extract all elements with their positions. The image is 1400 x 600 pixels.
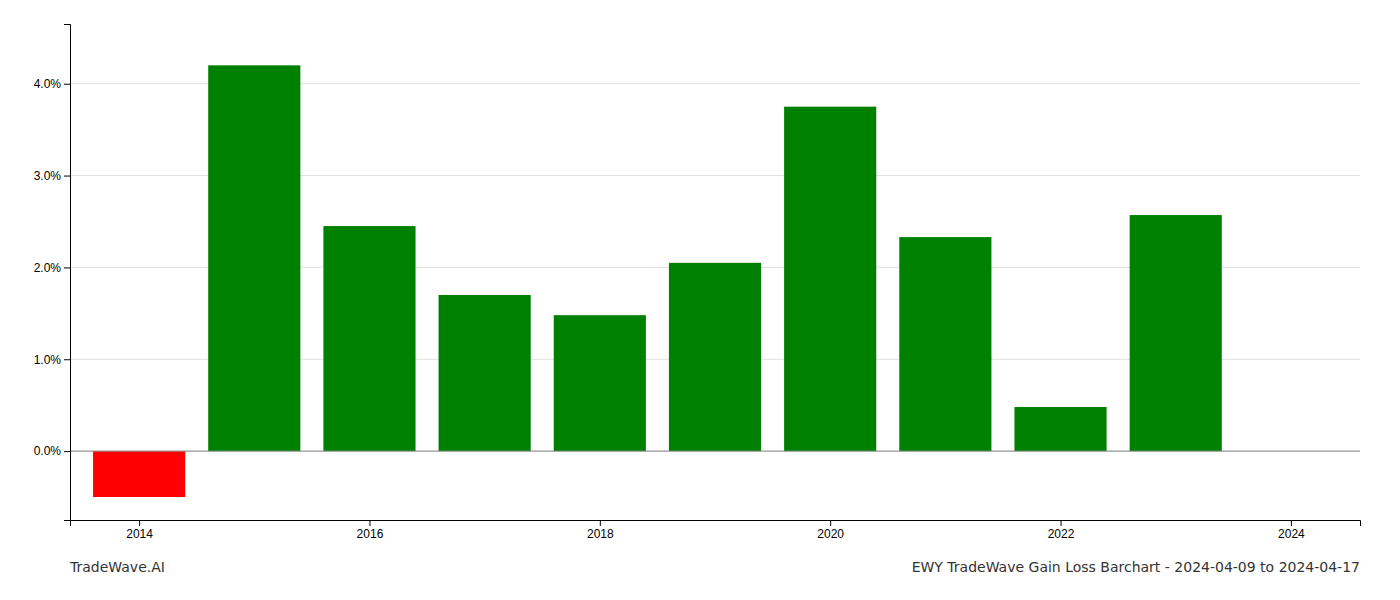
x-tick-label: 2018 <box>587 527 614 541</box>
axis-line <box>71 521 1361 527</box>
x-tick: 2022 <box>1048 520 1075 541</box>
y-tick-mark <box>64 359 70 360</box>
y-tick-mark <box>64 176 70 177</box>
bar <box>899 237 991 451</box>
y-tick: 4.0% <box>34 77 70 91</box>
x-tick-mark <box>1291 520 1292 526</box>
y-axis: 0.0% 1.0% 2.0% 3.0% 4.0% <box>34 25 71 521</box>
watermark: TradeWave.AI <box>69 559 165 575</box>
chart: 2014 2016 2018 2020 2022 2024 0.0% 1.0% 2.0% 3.0%… <box>0 0 1400 600</box>
x-tick-label: 2022 <box>1048 527 1075 541</box>
bar <box>93 451 185 497</box>
y-tick-mark <box>64 451 70 452</box>
bar <box>208 65 300 451</box>
x-tick: 2016 <box>357 520 384 541</box>
bar <box>669 263 761 451</box>
x-tick-label: 2014 <box>126 527 153 541</box>
plot: 2014 2016 2018 2020 2022 2024 0.0% 1.0% 2.0% 3.0%… <box>34 25 1361 576</box>
y-tick-label: 4.0% <box>34 77 62 91</box>
x-tick-mark <box>600 520 601 526</box>
x-axis: 2014 2016 2018 2020 2022 2024 <box>71 520 1361 541</box>
bars <box>93 65 1222 497</box>
y-tick-label: 0.0% <box>34 444 62 458</box>
y-tick-mark <box>64 84 70 85</box>
x-tick-label: 2024 <box>1278 527 1305 541</box>
y-tick-mark <box>64 267 70 268</box>
x-tick-label: 2020 <box>817 527 844 541</box>
y-tick: 3.0% <box>34 169 70 183</box>
y-tick-label: 2.0% <box>34 261 62 275</box>
x-tick-mark <box>830 520 831 526</box>
bar <box>323 226 415 451</box>
y-tick-label: 1.0% <box>34 353 62 367</box>
bar <box>1014 407 1106 451</box>
x-tick: 2024 <box>1278 520 1305 541</box>
x-tick-mark <box>1061 520 1062 526</box>
x-tick: 2018 <box>587 520 614 541</box>
grid-line <box>70 451 1360 452</box>
x-tick-mark <box>369 520 370 526</box>
y-tick: 2.0% <box>34 261 70 275</box>
y-tick-label: 3.0% <box>34 169 62 183</box>
x-tick: 2020 <box>817 520 844 541</box>
bar <box>439 295 531 451</box>
axis-line <box>64 25 71 521</box>
bar <box>554 315 646 451</box>
bar <box>1130 215 1222 451</box>
zero-line <box>70 451 1360 452</box>
x-tick: 2014 <box>126 520 153 541</box>
y-tick: 1.0% <box>34 353 70 367</box>
title: EWY TradeWave Gain Loss Barchart - 2024-… <box>912 559 1360 575</box>
bar <box>784 107 876 451</box>
y-tick: 0.0% <box>34 444 70 458</box>
x-tick-mark <box>139 520 140 526</box>
x-tick-label: 2016 <box>357 527 384 541</box>
